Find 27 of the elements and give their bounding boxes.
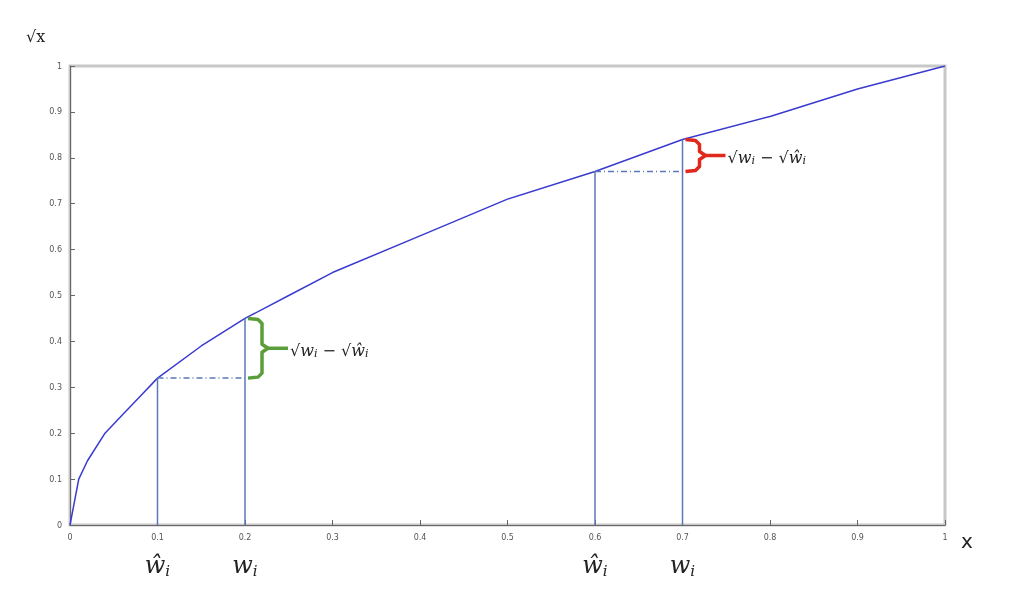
x-tick-label: 0.3 [326, 532, 339, 542]
x-tick-label: 0.7 [676, 532, 689, 542]
x-tick-label: 0.4 [413, 532, 427, 542]
x-tick-label: 0.5 [501, 532, 514, 542]
x-tick-label: 0.2 [238, 532, 252, 542]
x-tick-label: 0.9 [851, 532, 864, 542]
y-axis-title: √x [26, 26, 46, 46]
y-tick-label: 0.2 [49, 428, 62, 438]
y-tick-label: 0.5 [49, 291, 62, 300]
y-tick-label: 0.1 [49, 474, 62, 484]
annotation: √wi − √ŵi [727, 148, 806, 168]
annotation: √wi − √ŵi [290, 341, 369, 361]
y-tick-label: 0.7 [49, 199, 62, 209]
y-tick-label: 0 [56, 520, 62, 530]
y-tick-label: 0.8 [49, 153, 62, 163]
y-tick-label: 1 [56, 61, 62, 71]
x-axis-title: x [961, 529, 973, 553]
x-tick-label: 1 [942, 532, 948, 542]
y-tick-label: 0.9 [49, 107, 62, 117]
y-tick-label: 0.6 [49, 245, 62, 255]
y-tick-label: 0.4 [49, 336, 62, 346]
line-series [69, 65, 946, 526]
x-tick-label: 0.8 [763, 532, 777, 542]
y-tick-label: 0.3 [49, 382, 62, 392]
x-tick-label: 0 [67, 532, 73, 542]
x-tick-label: 0.1 [151, 532, 164, 542]
x-tick-label: 0.6 [588, 532, 602, 542]
